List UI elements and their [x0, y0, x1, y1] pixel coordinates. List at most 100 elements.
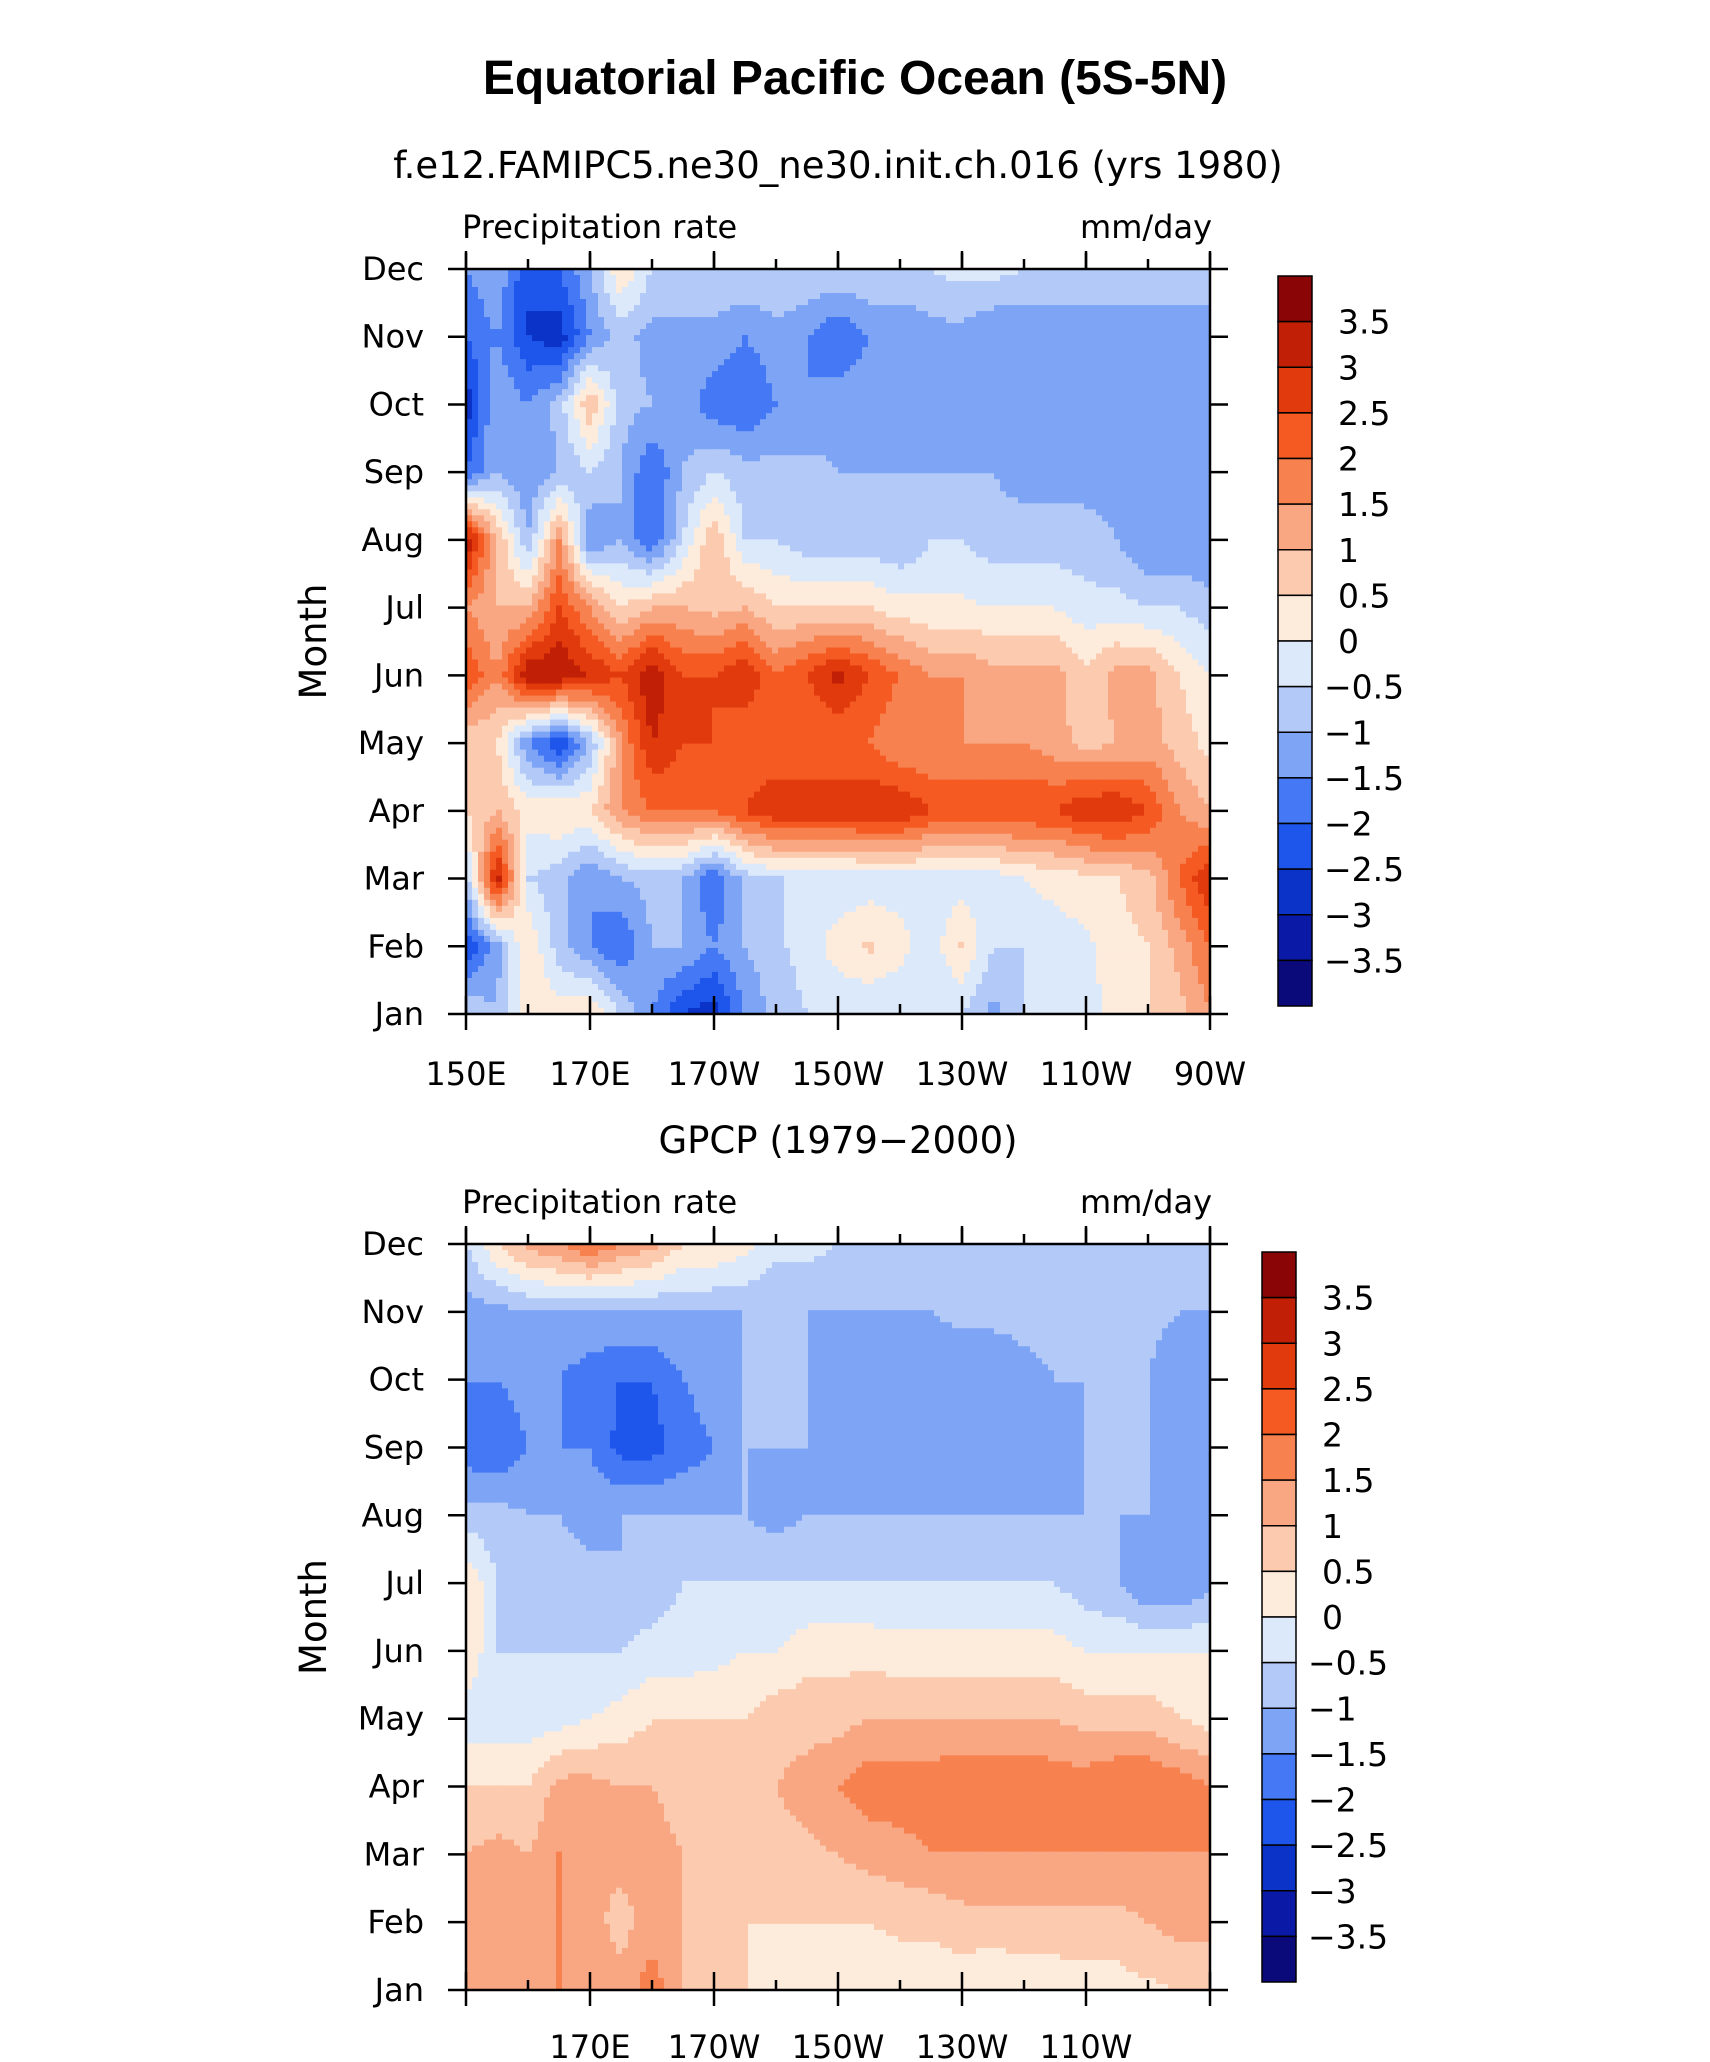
heatmap-cell	[838, 329, 845, 336]
heatmap-cell	[538, 455, 545, 462]
heatmap-cell	[1108, 299, 1115, 306]
heatmap-cell	[736, 455, 743, 462]
heatmap-cell	[616, 347, 623, 354]
heatmap-cell	[1072, 287, 1079, 294]
heatmap-cell	[1036, 503, 1043, 510]
heatmap-cell	[574, 299, 581, 306]
heatmap-cell	[838, 383, 845, 390]
heatmap-cell	[538, 467, 545, 474]
heatmap-cell	[1108, 371, 1115, 378]
heatmap-cell	[742, 389, 749, 396]
heatmap-cell	[958, 365, 965, 372]
heatmap-cell	[826, 413, 833, 420]
heatmap-cell	[1036, 437, 1043, 444]
heatmap-cell	[904, 461, 911, 468]
heatmap-cell	[658, 347, 665, 354]
heatmap-cell	[892, 287, 899, 294]
heatmap-cell	[1180, 395, 1187, 402]
heatmap-cell	[1156, 293, 1163, 300]
heatmap-cell	[730, 347, 737, 354]
heatmap-cell	[802, 497, 809, 504]
heatmap-cell	[676, 449, 683, 456]
heatmap-cell	[838, 275, 845, 282]
heatmap-cell	[838, 365, 845, 372]
heatmap-cell	[682, 407, 689, 414]
heatmap-cell	[1192, 497, 1199, 504]
heatmap-cell	[880, 281, 887, 288]
heatmap-cell	[544, 413, 551, 420]
heatmap-cell	[904, 371, 911, 378]
heatmap-cell	[916, 431, 923, 438]
heatmap-cell	[982, 455, 989, 462]
heatmap-cell	[928, 467, 935, 474]
heatmap-cell	[694, 359, 701, 366]
heatmap-cell	[1156, 329, 1163, 336]
heatmap-cell	[742, 491, 749, 498]
heatmap-cell	[736, 293, 743, 300]
heatmap-cell	[802, 455, 809, 462]
heatmap-cell	[1084, 275, 1091, 282]
heatmap-cell	[1078, 485, 1085, 492]
heatmap-cell	[952, 311, 959, 318]
heatmap-cell	[1180, 305, 1187, 312]
heatmap-cell	[598, 419, 605, 426]
heatmap-cell	[586, 275, 593, 282]
heatmap-cell	[664, 281, 671, 288]
heatmap-cell	[496, 389, 503, 396]
heatmap-cell	[994, 305, 1001, 312]
heatmap-cell	[724, 467, 731, 474]
heatmap-cell	[658, 335, 665, 342]
heatmap-cell	[760, 443, 767, 450]
heatmap-cell	[802, 371, 809, 378]
heatmap-cell	[634, 365, 641, 372]
heatmap-cell	[970, 461, 977, 468]
heatmap-cell	[730, 401, 737, 408]
heatmap-cell	[562, 287, 569, 294]
heatmap-cell	[718, 299, 725, 306]
heatmap-cell	[772, 401, 779, 408]
heatmap-cell	[1138, 479, 1145, 486]
heatmap-cell	[1066, 287, 1073, 294]
heatmap-cell	[748, 449, 755, 456]
heatmap-cell	[1132, 449, 1139, 456]
heatmap-cell	[994, 479, 1001, 486]
heatmap-cell	[760, 491, 767, 498]
heatmap-cell	[526, 371, 533, 378]
heatmap-cell	[934, 341, 941, 348]
heatmap-cell	[712, 419, 719, 426]
heatmap-cell	[472, 509, 479, 516]
heatmap-cell	[844, 389, 851, 396]
heatmap-cell	[1120, 371, 1127, 378]
heatmap-cell	[1024, 329, 1031, 336]
heatmap-cell	[1030, 467, 1037, 474]
heatmap-cell	[1192, 371, 1199, 378]
heatmap-cell	[1144, 323, 1151, 330]
heatmap-cell	[946, 479, 953, 486]
heatmap-cell	[496, 293, 503, 300]
heatmap-cell	[1102, 353, 1109, 360]
heatmap-cell	[1060, 473, 1067, 480]
heatmap-cell	[1054, 389, 1061, 396]
heatmap-cell	[730, 353, 737, 360]
heatmap-cell	[952, 389, 959, 396]
heatmap-cell	[772, 467, 779, 474]
heatmap-cell	[1018, 347, 1025, 354]
heatmap-cell	[502, 341, 509, 348]
heatmap-cell	[994, 371, 1001, 378]
heatmap-cell	[1114, 503, 1121, 510]
heatmap-cell	[604, 287, 611, 294]
heatmap-cell	[622, 329, 629, 336]
heatmap-cell	[586, 395, 593, 402]
heatmap-cell	[658, 293, 665, 300]
heatmap-cell	[508, 311, 515, 318]
heatmap-cell	[652, 455, 659, 462]
heatmap-cell	[532, 341, 539, 348]
heatmap-cell	[634, 479, 641, 486]
heatmap-cell	[1072, 299, 1079, 306]
heatmap-cell	[514, 479, 521, 486]
heatmap-cell	[904, 491, 911, 498]
heatmap-cell	[970, 335, 977, 342]
heatmap-cell	[472, 431, 479, 438]
heatmap-cell	[886, 383, 893, 390]
heatmap-cell	[1168, 377, 1175, 384]
